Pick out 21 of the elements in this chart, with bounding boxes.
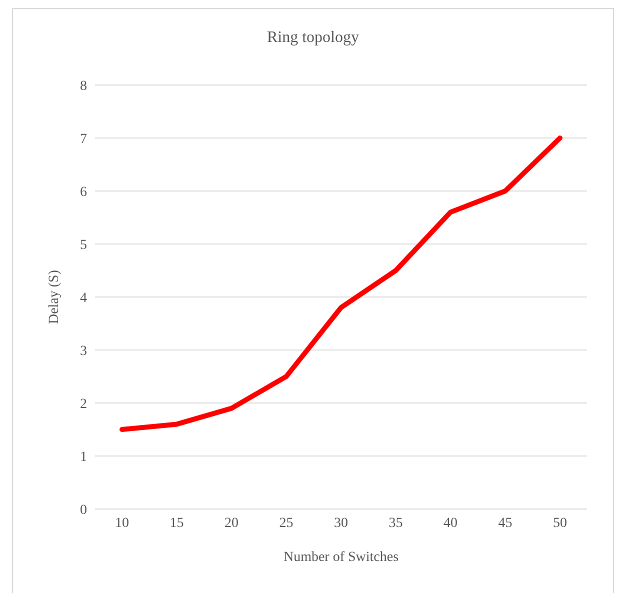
y-tick-label: 7	[80, 132, 87, 147]
y-tick-label: 4	[80, 290, 87, 306]
x-tick-label: 50	[553, 516, 567, 531]
y-axis-title: Delay (S)	[46, 270, 62, 324]
y-tick-label: 2	[80, 396, 87, 412]
x-tick-label: 20	[224, 516, 238, 531]
y-tick-label: 1	[80, 450, 87, 465]
x-tick-label: 45	[498, 516, 512, 531]
x-tick-label: 15	[170, 516, 184, 531]
x-tick-label: 30	[334, 516, 348, 531]
y-tick-label: 6	[80, 184, 87, 200]
y-tick-label: 8	[80, 78, 87, 94]
x-axis-title: Number of Switches	[283, 550, 399, 565]
y-tick-label: 5	[80, 238, 87, 253]
y-tick-label: 0	[80, 502, 87, 518]
chart-title: Ring topology	[266, 29, 360, 47]
x-tick-label: 40	[444, 516, 458, 531]
x-tick-label: 35	[388, 516, 403, 531]
y-tick-label: 3	[80, 344, 87, 359]
x-tick-label: 25	[279, 516, 294, 531]
x-tick-label: 10	[115, 516, 129, 531]
